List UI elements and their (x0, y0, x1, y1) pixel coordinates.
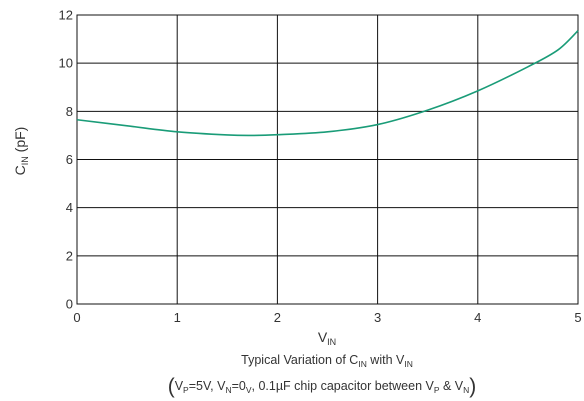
caption-2-close: ) (469, 375, 476, 398)
x-tick-label-3: 3 (374, 310, 381, 325)
caption-2-t4: , 0.1µF chip capacitor between V (252, 379, 435, 393)
caption-2-open: ( (168, 375, 175, 398)
x-tick-labels: 0 1 2 3 4 5 (73, 310, 581, 325)
x-tick-label-1: 1 (174, 310, 181, 325)
caption-2-s3: V (246, 385, 252, 395)
x-axis-label-main: V (318, 329, 328, 345)
caption-2-t5: & V (440, 379, 464, 393)
y-tick-label-4: 8 (66, 104, 73, 119)
y-tick-labels: 0 2 4 6 8 10 12 (59, 8, 73, 312)
plot-frame (76, 14, 579, 305)
caption-line-2: (VP=5V, VN=0V, 0.1µF chip capacitor betw… (168, 375, 477, 398)
caption-2-s4: P (434, 385, 440, 395)
caption-2-t2: =5V, V (189, 379, 226, 393)
caption-1-sub1: IN (358, 359, 367, 369)
y-tick-label-2: 4 (66, 200, 73, 215)
y-tick-label-3: 6 (66, 152, 73, 167)
caption-1-sub2: IN (404, 359, 413, 369)
x-tick-label-5: 5 (574, 310, 581, 325)
x-axis-label: VIN (318, 329, 336, 347)
caption-2-s2: N (225, 385, 231, 395)
y-tick-label-1: 2 (66, 248, 73, 263)
y-axis-label-main: C (12, 165, 28, 175)
caption-1-prefix: Typical Variation of C (241, 353, 358, 367)
x-tick-label-2: 2 (274, 310, 281, 325)
y-axis-label-sub: IN (20, 156, 30, 165)
x-tick-label-0: 0 (73, 310, 80, 325)
y-tick-label-6: 12 (59, 8, 73, 23)
caption-2-s1: P (183, 385, 189, 395)
x-tick-label-4: 4 (474, 310, 481, 325)
y-tick-label-5: 10 (59, 56, 73, 71)
caption-2-t3: =0 (232, 379, 246, 393)
caption-1-mid: with V (367, 353, 405, 367)
y-axis-label: CIN (pF) (12, 127, 30, 176)
caption-line-1: Typical Variation of CIN with VIN (241, 353, 413, 369)
caption-2-t1: V (175, 379, 184, 393)
grid (76, 14, 579, 305)
caption-2-s5: N (463, 385, 469, 395)
x-axis-label-sub: IN (327, 337, 336, 347)
y-axis-label-unit: (pF) (12, 127, 28, 157)
y-tick-label-0: 0 (66, 297, 73, 312)
series-line (76, 30, 579, 137)
